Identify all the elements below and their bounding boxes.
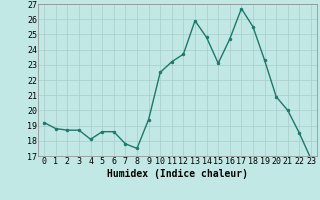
X-axis label: Humidex (Indice chaleur): Humidex (Indice chaleur) xyxy=(107,169,248,179)
